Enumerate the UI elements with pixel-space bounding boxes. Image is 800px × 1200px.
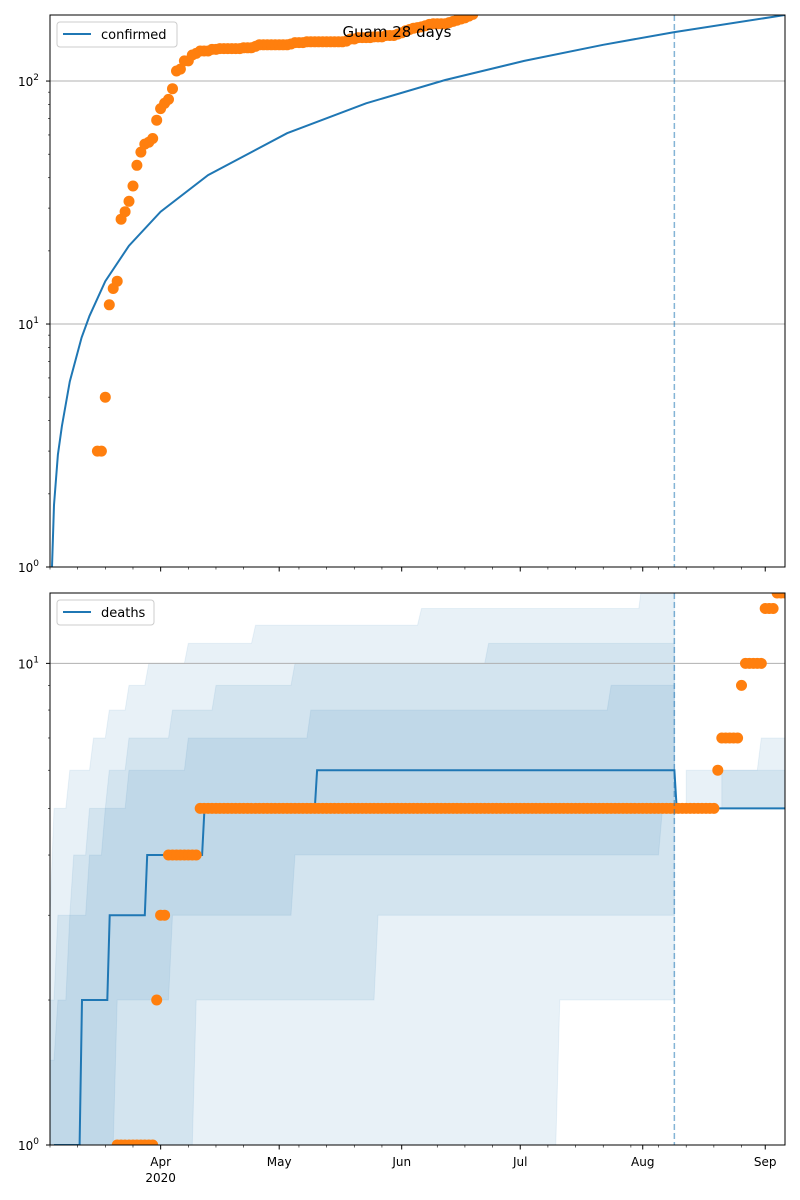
x-tick-year-label: 2020 — [145, 1171, 176, 1185]
data-point — [159, 909, 171, 921]
axes-frame — [49, 14, 786, 568]
y-tick-base: 10 — [18, 75, 33, 89]
data-point — [119, 206, 131, 218]
data-point — [732, 732, 744, 744]
x-tick-label: Sep — [754, 1155, 777, 1169]
legend-confirmed: confirmed — [56, 21, 178, 48]
y-tick-base: 10 — [18, 657, 33, 671]
y-tick-base: 10 — [18, 561, 33, 575]
data-point — [95, 445, 107, 457]
data-point — [467, 15, 479, 20]
plot-area — [50, 593, 785, 1145]
legend-label-confirmed: confirmed — [101, 28, 167, 43]
data-point — [712, 764, 724, 776]
data-point — [151, 114, 163, 126]
y-tick-exponent: 0 — [33, 1137, 39, 1147]
x-tick-label: Jul — [512, 1155, 527, 1169]
y-tick-base: 10 — [18, 1139, 33, 1153]
x-tick-label: May — [267, 1155, 292, 1169]
data-point — [123, 195, 135, 207]
data-point — [99, 391, 111, 403]
data-point — [127, 180, 139, 192]
data-point — [151, 994, 163, 1006]
data-point — [779, 593, 785, 599]
y-tick-exponent: 1 — [33, 316, 39, 326]
data-point — [190, 849, 202, 861]
band-middle-interval — [50, 642, 675, 1145]
legend-deaths: deaths — [56, 599, 155, 626]
legend-label-deaths: deaths — [101, 606, 146, 621]
y-tick-base: 10 — [18, 318, 33, 332]
y-tick-exponent: 0 — [33, 559, 39, 569]
chart-title: Guam 28 days — [343, 23, 452, 41]
data-point — [167, 83, 178, 95]
data-point — [131, 159, 143, 171]
x-tick-label: Aug — [631, 1155, 654, 1169]
data-point — [708, 802, 720, 814]
data-point — [736, 679, 747, 691]
data-point — [147, 1139, 159, 1145]
plot-area — [50, 15, 785, 567]
axes-frame — [49, 592, 786, 1146]
data-point — [174, 63, 186, 75]
y-tick-label: 100 — [18, 1137, 39, 1153]
data-point — [163, 93, 174, 105]
series-line-confirmed — [51, 15, 785, 567]
y-tick-label: 100 — [18, 559, 39, 575]
band-post-inner-interval — [721, 769, 785, 809]
data-point — [767, 603, 779, 614]
y-tick-exponent: 2 — [33, 73, 39, 83]
data-point — [755, 657, 767, 669]
x-tick-label: Apr — [150, 1155, 171, 1169]
data-point — [111, 275, 123, 287]
y-tick-label: 101 — [18, 655, 39, 671]
y-tick-exponent: 1 — [33, 655, 39, 665]
x-tick-label: Jun — [391, 1155, 411, 1169]
y-tick-label: 101 — [18, 316, 39, 332]
data-point — [147, 133, 159, 144]
y-tick-label: 102 — [18, 73, 39, 89]
data-point — [103, 299, 115, 311]
